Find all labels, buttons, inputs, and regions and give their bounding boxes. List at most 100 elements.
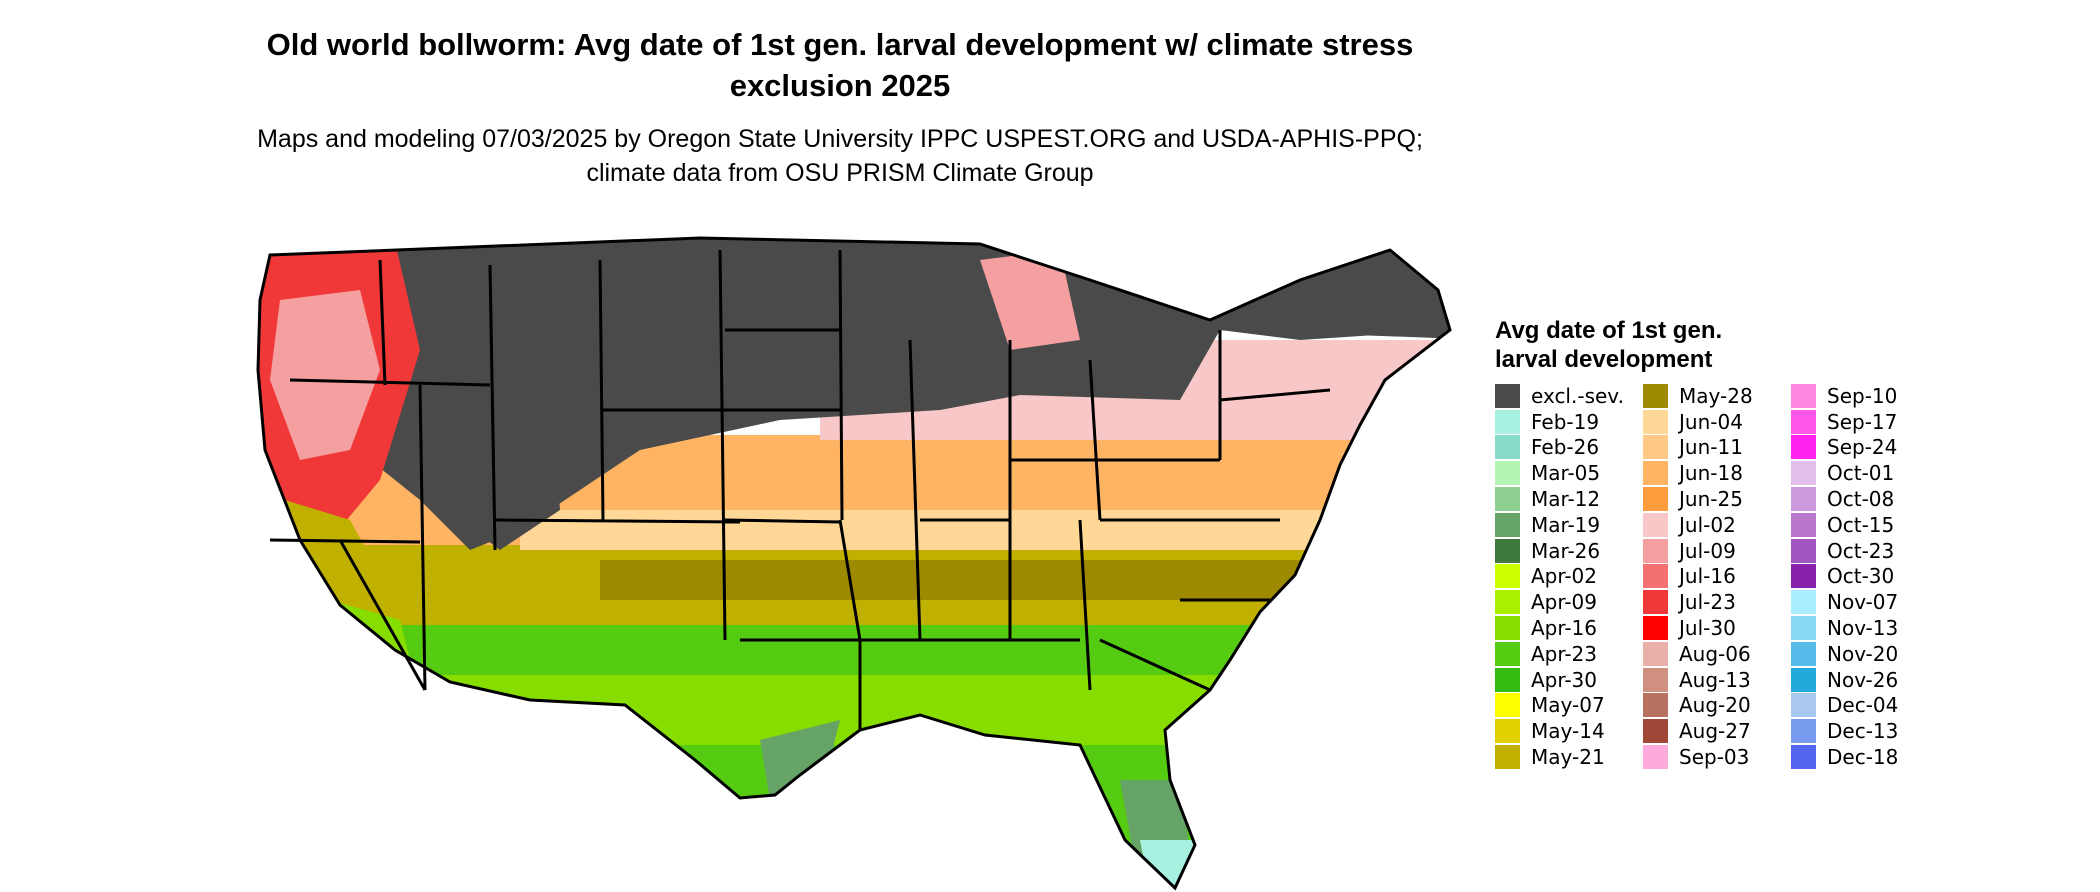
zone-south-florida	[1120, 780, 1195, 888]
legend-swatch	[1643, 409, 1668, 434]
legend-swatch	[1495, 641, 1520, 666]
legend-column: excl.-sev. Feb-19 Feb-26 Mar-05 Mar-12 Mar-19…	[1495, 383, 1643, 770]
legend-label: Jul-09	[1679, 538, 1736, 563]
legend-swatch	[1495, 564, 1520, 589]
legend-swatch	[1791, 383, 1816, 408]
legend-label: Jul-16	[1679, 564, 1736, 589]
legend-swatch	[1791, 512, 1816, 537]
legend-item: Feb-26	[1495, 435, 1643, 461]
legend-item: May-21	[1495, 744, 1643, 770]
zone-excluded-newengland	[1220, 250, 1450, 340]
legend-item: Feb-19	[1495, 409, 1643, 435]
legend-swatch	[1495, 693, 1520, 718]
legend-swatch	[1791, 538, 1816, 563]
legend-label: Sep-10	[1827, 383, 1898, 408]
legend-swatch	[1791, 641, 1816, 666]
legend-item: Apr-30	[1495, 667, 1643, 693]
legend-item: Apr-02	[1495, 564, 1643, 590]
legend-item: Mar-05	[1495, 460, 1643, 486]
legend-swatch	[1791, 667, 1816, 692]
legend-swatch	[1495, 616, 1520, 641]
legend-label: Apr-16	[1531, 616, 1597, 641]
legend-label: Jun-04	[1679, 409, 1743, 434]
legend-swatch	[1791, 590, 1816, 615]
legend-item: Jun-11	[1643, 435, 1791, 461]
legend-label: Aug-13	[1679, 667, 1751, 692]
legend-item: Jul-23	[1643, 589, 1791, 615]
map-fill	[258, 238, 1450, 888]
legend-item: Oct-15	[1791, 512, 1939, 538]
legend-swatch	[1495, 512, 1520, 537]
legend-swatch	[1643, 590, 1668, 615]
legend-label: Apr-23	[1531, 641, 1597, 666]
legend-swatch	[1643, 667, 1668, 692]
legend-label: Jul-30	[1679, 616, 1736, 641]
legend-swatch	[1495, 667, 1520, 692]
legend-label: Oct-23	[1827, 538, 1895, 563]
legend-item: Jul-30	[1643, 615, 1791, 641]
legend-label: Dec-18	[1827, 745, 1899, 770]
legend-swatch	[1643, 693, 1668, 718]
legend-item: Sep-03	[1643, 744, 1791, 770]
state-boundaries	[256, 236, 1452, 891]
legend-label: excl.-sev.	[1531, 383, 1624, 408]
legend-item: Jul-09	[1643, 538, 1791, 564]
legend-item: May-14	[1495, 718, 1643, 744]
legend-label: May-07	[1531, 693, 1605, 718]
legend-label: Apr-02	[1531, 564, 1597, 589]
zone-excluded-rockies	[450, 370, 560, 550]
legend-item: Nov-13	[1791, 615, 1939, 641]
legend-swatch	[1495, 590, 1520, 615]
legend-label: Jun-25	[1679, 487, 1743, 512]
legend-label: Mar-19	[1531, 512, 1601, 537]
legend-label: Sep-17	[1827, 409, 1898, 434]
legend-swatch	[1643, 461, 1668, 486]
legend-swatch	[1643, 641, 1668, 666]
legend-item: Aug-06	[1643, 641, 1791, 667]
legend-item: Dec-13	[1791, 718, 1939, 744]
legend-item: May-07	[1495, 693, 1643, 719]
legend-label: Oct-30	[1827, 564, 1895, 589]
legend-swatch	[1643, 745, 1668, 770]
legend-swatch	[1643, 564, 1668, 589]
legend-label: Oct-15	[1827, 512, 1895, 537]
legend: Avg date of 1st gen. larval development …	[1495, 316, 1939, 770]
legend-item: Jun-18	[1643, 460, 1791, 486]
legend-item: Mar-12	[1495, 486, 1643, 512]
legend-swatch	[1643, 719, 1668, 744]
legend-item: Nov-20	[1791, 641, 1939, 667]
legend-label: Aug-06	[1679, 641, 1751, 666]
legend-item: Oct-08	[1791, 486, 1939, 512]
legend-swatch	[1643, 383, 1668, 408]
zone-greatlakes-pink	[980, 250, 1080, 350]
legend-item: Jun-04	[1643, 409, 1791, 435]
legend-item: Sep-17	[1791, 409, 1939, 435]
legend-label: Jun-18	[1679, 461, 1743, 486]
legend-swatch	[1791, 564, 1816, 589]
legend-column: May-28 Jun-04 Jun-11 Jun-18 Jun-25 Jul-02 Jul-…	[1643, 383, 1791, 770]
legend-item: Dec-04	[1791, 693, 1939, 719]
legend-label: Nov-20	[1827, 641, 1899, 666]
legend-label: Feb-26	[1531, 435, 1600, 460]
zone-northwest-pink	[270, 290, 380, 460]
legend-label: Aug-27	[1679, 719, 1751, 744]
legend-item: Jul-02	[1643, 512, 1791, 538]
legend-swatch	[1791, 487, 1816, 512]
legend-item: Oct-01	[1791, 460, 1939, 486]
legend-swatch	[1495, 487, 1520, 512]
legend-label: Aug-20	[1679, 693, 1751, 718]
legend-swatch	[1495, 383, 1520, 408]
legend-item: Sep-24	[1791, 435, 1939, 461]
legend-label: Feb-19	[1531, 409, 1600, 434]
legend-item: Aug-13	[1643, 667, 1791, 693]
legend-swatch	[1791, 435, 1816, 460]
legend-label: Nov-13	[1827, 616, 1899, 641]
legend-item: excl.-sev.	[1495, 383, 1643, 409]
legend-swatch	[1643, 616, 1668, 641]
legend-item: Apr-23	[1495, 641, 1643, 667]
legend-label: Sep-03	[1679, 745, 1750, 770]
legend-swatch	[1643, 538, 1668, 563]
legend-swatch	[1791, 745, 1816, 770]
legend-swatch	[1791, 409, 1816, 434]
legend-columns: excl.-sev. Feb-19 Feb-26 Mar-05 Mar-12 Mar-19…	[1495, 383, 1939, 770]
